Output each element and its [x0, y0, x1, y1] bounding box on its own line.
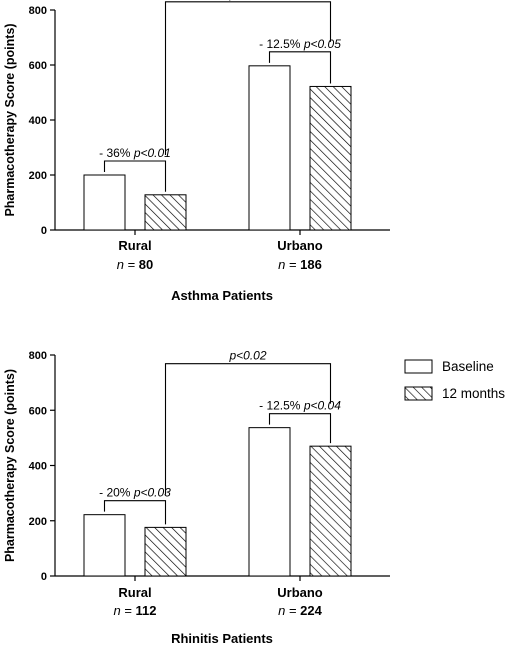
bar-urbano-12-months [309, 85, 352, 231]
y-tick-label: 200 [29, 170, 47, 182]
bar-rural-baseline [83, 174, 126, 231]
x-axis-title: Rhinitis Patients [171, 631, 273, 646]
significance-bracket [103, 500, 167, 525]
between-group-p-value: p<0.02 [228, 349, 266, 363]
sample-size-label: n = 112 [113, 603, 156, 618]
significance-bracket [268, 51, 332, 84]
bar-urbano-baseline [248, 427, 291, 577]
y-tick-label: 0 [41, 225, 47, 237]
y-axis-label: Pharmacotherapy Score (points) [3, 23, 17, 216]
y-tick-label: 600 [29, 60, 47, 72]
sample-size-label: n = 186 [278, 257, 322, 272]
y-tick-label: 400 [29, 115, 47, 127]
bar-urbano-baseline [248, 65, 291, 231]
category-label: Urbano [277, 238, 323, 253]
bar-rural-baseline [83, 514, 126, 577]
change-annotation: - 20% p<0.03 [99, 486, 171, 500]
bar-rural-12-months [144, 194, 187, 231]
y-tick-label: 400 [29, 461, 47, 473]
legend-swatch [404, 359, 433, 374]
significance-bracket [103, 160, 167, 192]
asthma-chart: 0 200 400 600 800 Pharmacotherapy Score (poin… [3, 0, 390, 303]
legend: Baseline 12 months [404, 359, 505, 401]
category-label: Urbano [277, 585, 323, 600]
y-tick-label: 800 [29, 350, 47, 362]
y-tick-label: 200 [29, 516, 47, 528]
y-axis-label: Pharmacotherapy Score (points) [3, 369, 17, 562]
category-label: Rural [118, 238, 151, 253]
legend-label: 12 months [442, 386, 505, 401]
between-group-bracket [164, 1, 332, 155]
between-group-p-value: p<0.01 [228, 0, 266, 1]
y-tick-label: 600 [29, 405, 47, 417]
x-axis-title: Asthma Patients [171, 288, 273, 303]
y-tick-label: 0 [41, 571, 47, 583]
change-annotation: - 36% p<0.01 [99, 146, 171, 160]
change-annotation: - 12.5% p<0.04 [259, 399, 341, 413]
legend-label: Baseline [442, 359, 494, 374]
category-label: Rural [118, 585, 151, 600]
bar-rural-12-months [144, 526, 187, 577]
y-tick-label: 800 [29, 5, 47, 17]
significance-bracket [268, 413, 332, 444]
legend-swatch [404, 386, 433, 401]
rhinitis-chart: 0 200 400 600 800 Pharmacotherapy Score (poin… [3, 349, 390, 646]
change-annotation: - 12.5% p<0.05 [259, 37, 341, 51]
bar-urbano-12-months [309, 445, 352, 577]
between-group-bracket [164, 363, 332, 495]
sample-size-label: n = 224 [278, 603, 323, 618]
sample-size-label: n = 80 [117, 257, 154, 272]
